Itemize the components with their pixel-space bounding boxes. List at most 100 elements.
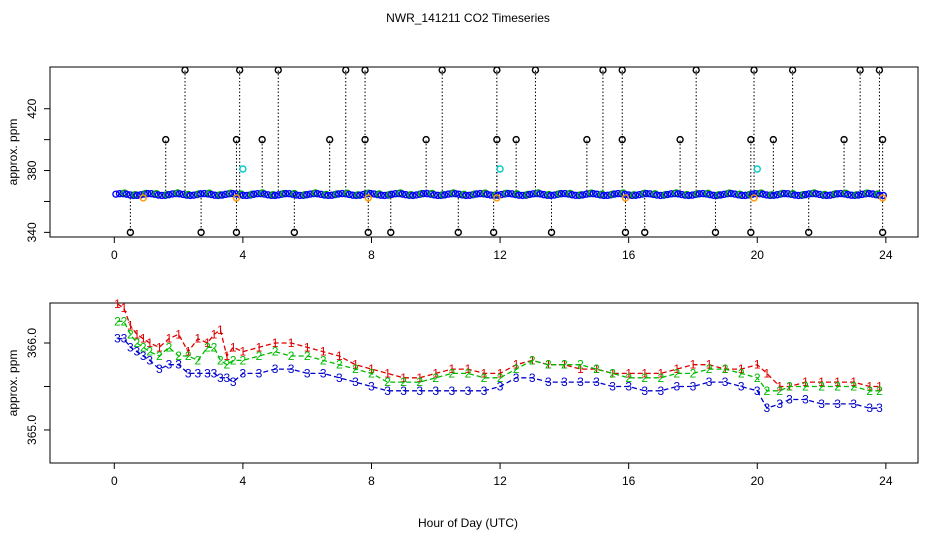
top-baseline-point: [306, 190, 315, 198]
series-point-3: 3: [481, 384, 488, 398]
series-point-3: 3: [114, 332, 121, 346]
series-point-1: 1: [818, 375, 825, 389]
top-baseline-point: [716, 191, 725, 199]
top-baseline-point: [430, 191, 438, 199]
top-baseline-point: [678, 190, 686, 199]
top-baseline-point: [614, 189, 622, 198]
series-point-1: 1: [204, 336, 211, 350]
top-points: [112, 66, 887, 237]
top-cyan-point: [496, 165, 504, 173]
top-baseline-point: [865, 189, 873, 198]
top-baseline-point: [402, 191, 410, 199]
series-point-1: 1: [513, 358, 520, 372]
top-outlier-point: [361, 135, 369, 144]
top-baseline-point: [476, 189, 484, 198]
top-y-tick-label: 340: [25, 222, 39, 242]
series-point-2: 2: [481, 371, 488, 385]
top-baseline-point: [264, 191, 272, 199]
bottom-y-axis: 365.0 366.0: [25, 328, 50, 445]
top-baseline-point: [769, 191, 778, 200]
top-baseline-point: [646, 190, 654, 198]
series-point-2: 2: [204, 340, 211, 354]
series-point-1: 1: [738, 362, 745, 376]
top-baseline-point: [324, 191, 332, 200]
top-baseline-point: [515, 191, 523, 199]
series-point-1: 1: [674, 362, 681, 376]
top-baseline-point: [126, 191, 134, 199]
series-point-2: 2: [738, 366, 745, 380]
top-outlier-point: [599, 66, 607, 74]
top-baseline-point: [610, 190, 619, 198]
top-baseline-point: [752, 189, 760, 198]
top-baseline-point: [207, 190, 216, 199]
top-baseline-point: [158, 191, 166, 200]
series-point-2: 2: [786, 379, 793, 393]
top-orange-point: [878, 194, 887, 202]
top-baseline-point: [455, 190, 463, 198]
top-baseline-point: [345, 190, 353, 199]
series-point-2: 2: [561, 358, 568, 372]
series-point-2: 2: [127, 327, 134, 341]
series-point-1: 1: [657, 366, 664, 380]
series-point-1: 1: [593, 362, 600, 376]
top-baseline-point: [441, 191, 449, 199]
series-point-3: 3: [497, 379, 504, 393]
series-point-1: 1: [609, 366, 616, 380]
top-baseline-point: [483, 190, 491, 199]
top-baseline-point: [154, 191, 163, 199]
top-orange-point: [364, 194, 372, 202]
top-outlier-point: [361, 66, 369, 74]
series-point-1: 1: [127, 319, 134, 333]
series-point-2: 2: [834, 379, 841, 393]
top-baseline-point: [303, 191, 311, 199]
top-baseline-point: [536, 190, 544, 198]
top-baseline-point: [168, 190, 177, 198]
series-point-2: 2: [146, 345, 153, 359]
series-point-2: 2: [195, 353, 202, 367]
series-point-1: 1: [481, 366, 488, 380]
top-baseline-point: [504, 189, 513, 198]
top-baseline-point: [674, 190, 682, 198]
series-point-3: 3: [185, 366, 192, 380]
top-baseline-point: [380, 191, 389, 200]
top-y-tick-label: 380: [25, 160, 39, 180]
series-point-3: 3: [416, 384, 423, 398]
bottom-plot-frame: [49, 302, 919, 464]
series-point-2: 2: [593, 362, 600, 376]
series-point-3: 3: [230, 375, 237, 389]
series-point-2: 2: [272, 345, 279, 359]
series-point-1: 1: [240, 345, 247, 359]
series-point-2: 2: [400, 375, 407, 389]
top-orange-point: [621, 194, 630, 202]
top-outlier-point: [692, 66, 700, 74]
series-point-3: 3: [609, 379, 616, 393]
top-outlier-point: [232, 135, 241, 144]
top-baseline-point: [398, 190, 407, 198]
series-point-2: 2: [513, 362, 520, 376]
x-axis-label: Hour of Day (UTC): [418, 516, 518, 530]
series-point-1: 1: [465, 362, 472, 376]
top-outlier-point: [274, 66, 282, 74]
series-point-1: 1: [304, 340, 311, 354]
top-y-axis-label: approx. ppm: [6, 119, 20, 186]
top-outlier-point: [618, 66, 626, 74]
top-baseline-point: [228, 189, 237, 198]
series-point-3: 3: [272, 362, 279, 376]
series-line-2: [117, 320, 880, 392]
top-panel: 0 4 8 12 16 20 24 340 380 420 approx. ppm: [6, 66, 919, 262]
top-baseline-point: [578, 191, 587, 199]
series-point-3: 3: [674, 379, 681, 393]
top-outlier-point: [711, 228, 720, 237]
series-point-1: 1: [764, 366, 771, 380]
series-point-1: 1: [185, 345, 192, 359]
series-point-3: 3: [211, 366, 218, 380]
series-point-3: 3: [738, 379, 745, 393]
top-baseline-point: [529, 190, 537, 198]
series-point-2: 2: [754, 371, 761, 385]
series-point-2: 2: [609, 366, 616, 380]
top-outlier-point: [126, 228, 135, 237]
series-point-1: 1: [690, 358, 697, 372]
top-outlier-point: [618, 135, 626, 144]
top-baseline-point: [179, 190, 187, 199]
